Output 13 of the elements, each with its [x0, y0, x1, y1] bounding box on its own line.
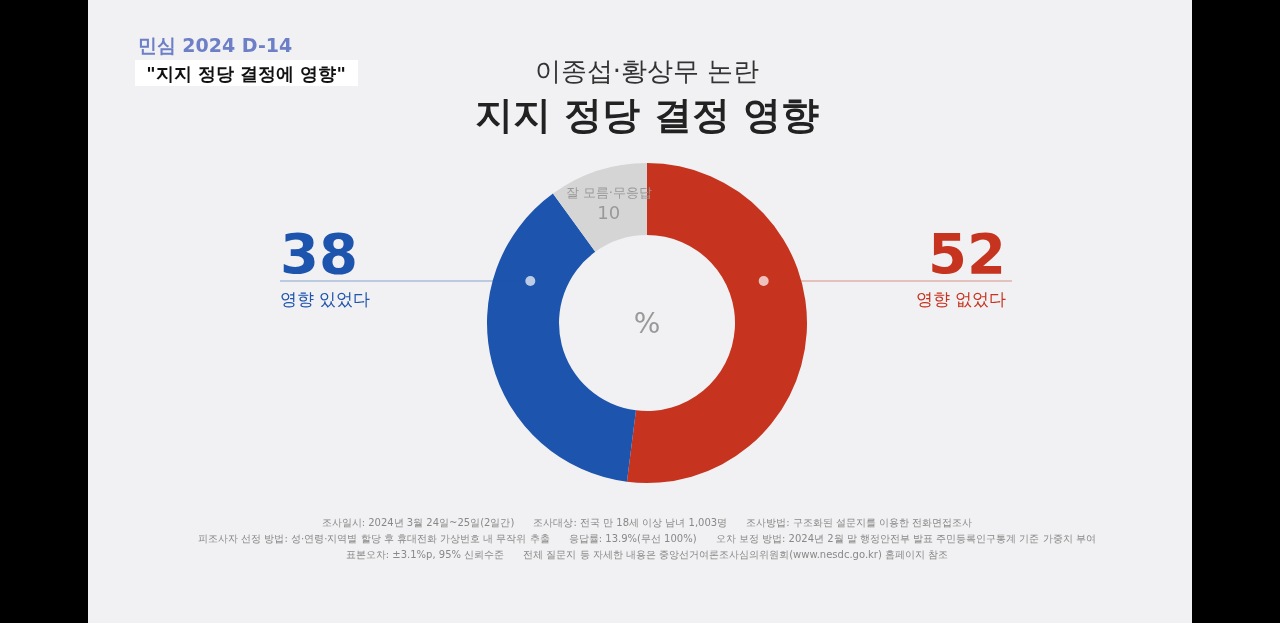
text: 표본오차: ±3.1%p, 95% 신뢰수준 전체 질문지 등 자세한 내용은 중앙선거여론조사심의위원회(www.nesdc.go.kr) 홈페이지 참조 [345, 549, 949, 560]
slice-label: 영향 없었다 [915, 289, 1006, 309]
data-label: 38 [280, 221, 358, 286]
text: 피조사자 선정 방법: 성·연령·지역별 할당 후 휴대전화 가상번호 내 무작위 추출 응답률: 13.9%(무선 100%) 오차 보정 방법: 2024년 2월 말 행정안전부 발표 주민등록인구통계 기준 가중치 부여 [198, 533, 1096, 544]
chart-subtitle: 이종섭·황상무 논란 [534, 56, 760, 86]
text: 조사일시: 2024년 3월 24일~25일(2일간) 조사대상: 전국 만 18세 이상 남녀 1,003명 조사방법: 구조화된 설문지를 이용한 전화면접조사 [321, 517, 973, 528]
data-label: 52 [928, 221, 1006, 286]
text: "지지 정당 결정에 영향" [146, 63, 346, 84]
slice-label: 영향 있었다 [280, 289, 371, 309]
text: % [633, 307, 661, 340]
text: 민심 2024 D-14 [137, 34, 293, 56]
data-label: 10 [597, 202, 621, 224]
chart-title: 지지 정당 결정 영향 [475, 93, 819, 137]
